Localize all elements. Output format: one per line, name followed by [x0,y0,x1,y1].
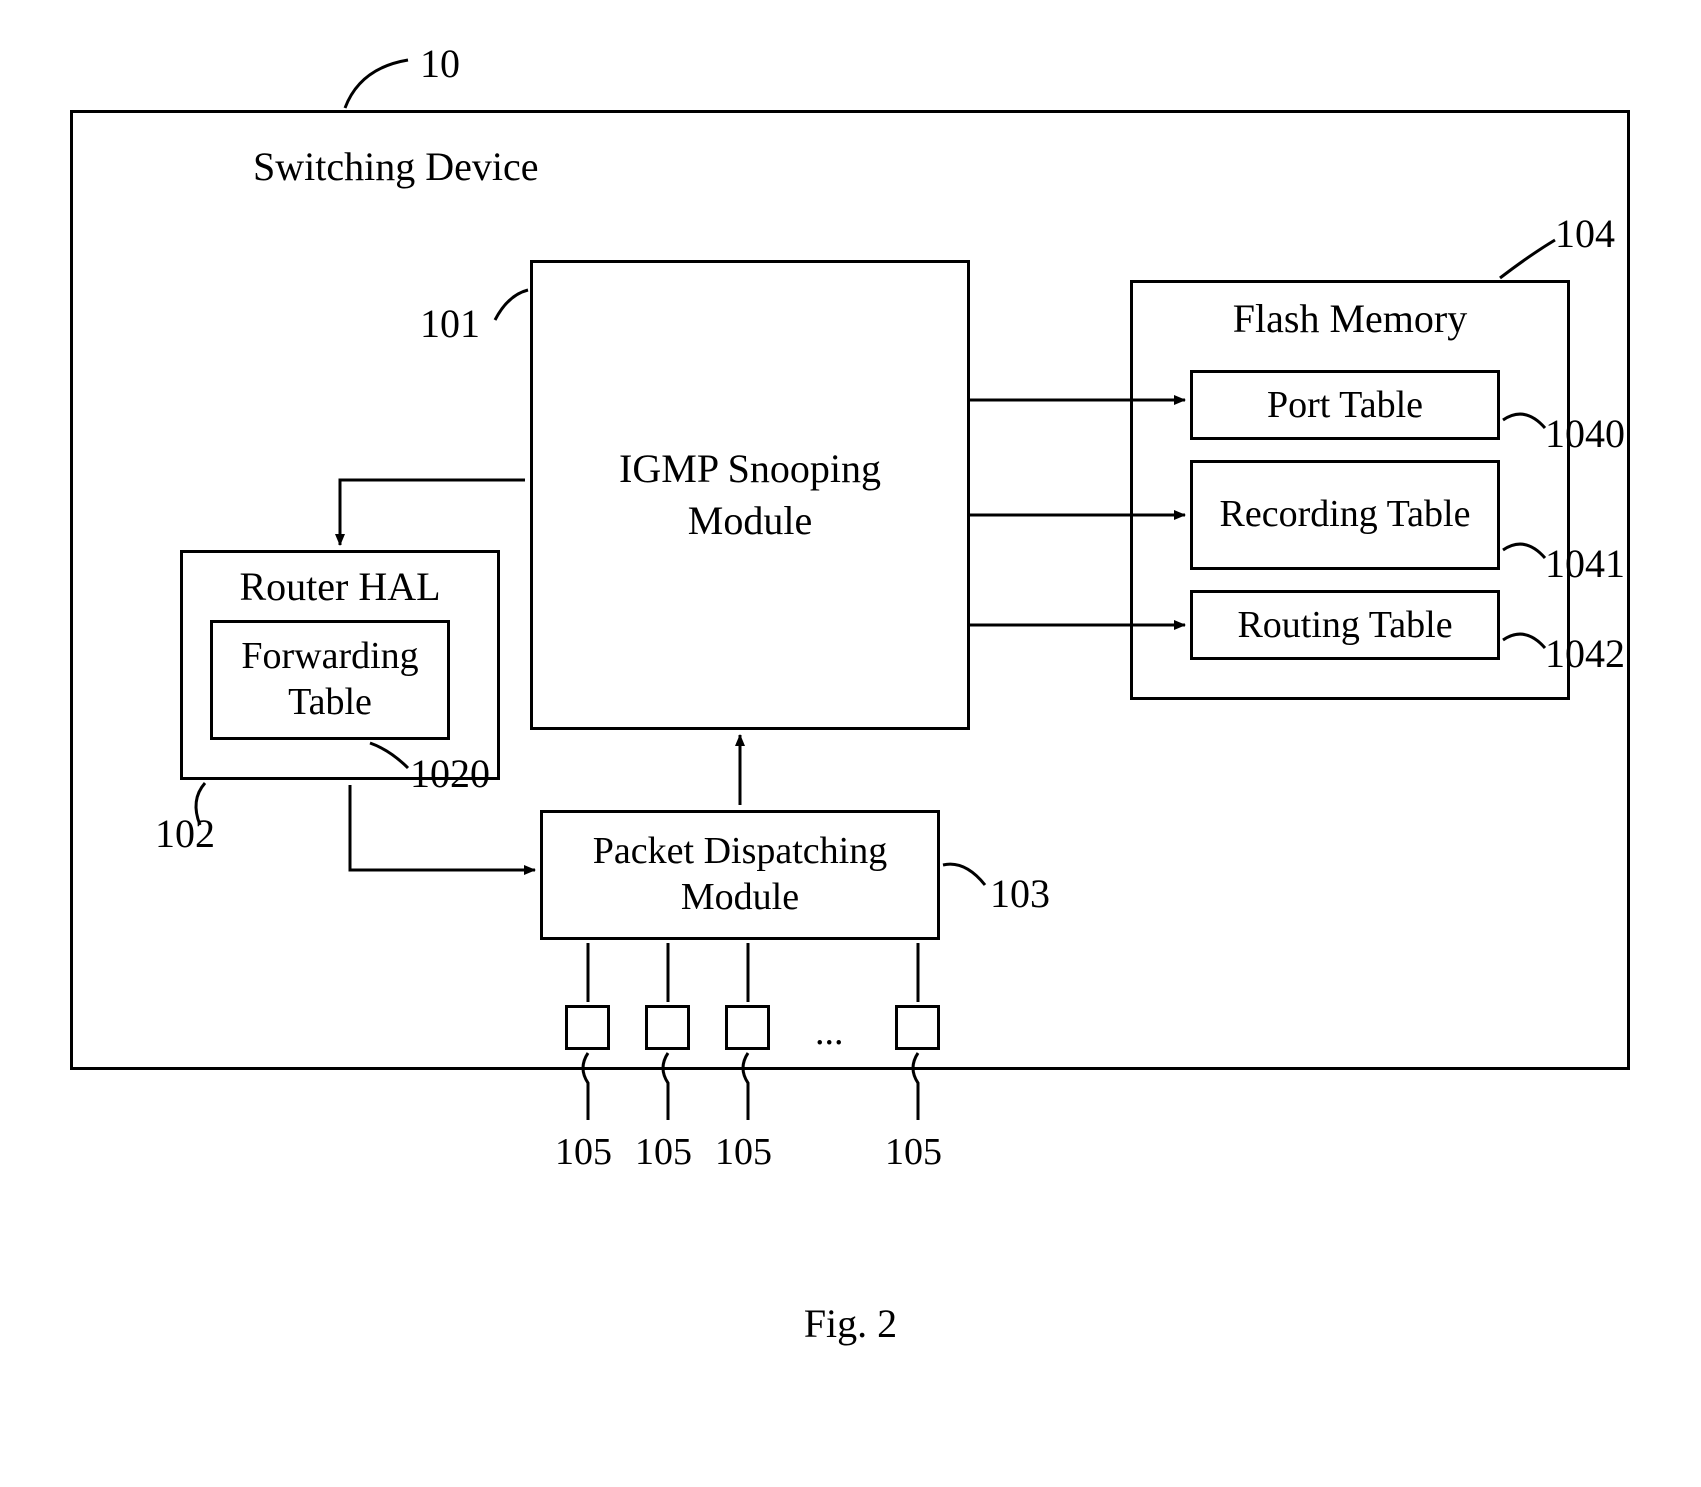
ref-1041: 1041 [1545,540,1625,587]
ref-1020: 1020 [410,750,490,797]
ref-105-2: 105 [635,1130,692,1174]
ref-103: 103 [990,870,1050,917]
ref-104: 104 [1555,210,1615,257]
router-hal-label: Router HAL [239,563,440,610]
ports-ellipsis: ... [815,1010,844,1054]
port-table-label: Port Table [1267,383,1423,427]
ref-105-1: 105 [555,1130,612,1174]
forwarding-table-box: Forwarding Table [210,620,450,740]
port-box-1 [565,1005,610,1050]
igmp-snooping-module-label: IGMP Snooping Module [533,443,967,547]
forwarding-table-label: Forwarding Table [213,634,447,725]
port-table-box: Port Table [1190,370,1500,440]
packet-dispatching-module-box: Packet Dispatching Module [540,810,940,940]
figure-caption: Fig. 2 [0,1300,1701,1347]
packet-dispatching-module-label: Packet Dispatching Module [543,829,937,920]
flash-memory-label: Flash Memory [1233,295,1467,342]
ref-101: 101 [420,300,480,347]
port-box-4 [895,1005,940,1050]
ref-105-3: 105 [715,1130,772,1174]
ref-102: 102 [155,810,215,857]
port-box-3 [725,1005,770,1050]
routing-table-box: Routing Table [1190,590,1500,660]
routing-table-label: Routing Table [1237,603,1452,647]
switching-device-label: Switching Device [253,143,539,190]
port-box-2 [645,1005,690,1050]
ref-10: 10 [420,40,460,87]
recording-table-label: Recording Table [1210,492,1481,538]
diagram-canvas: Switching Device IGMP Snooping Module Ro… [0,0,1701,1487]
ref-105-4: 105 [885,1130,942,1174]
recording-table-box: Recording Table [1190,460,1500,570]
igmp-snooping-module-box: IGMP Snooping Module [530,260,970,730]
ref-1040: 1040 [1545,410,1625,457]
ref-1042: 1042 [1545,630,1625,677]
